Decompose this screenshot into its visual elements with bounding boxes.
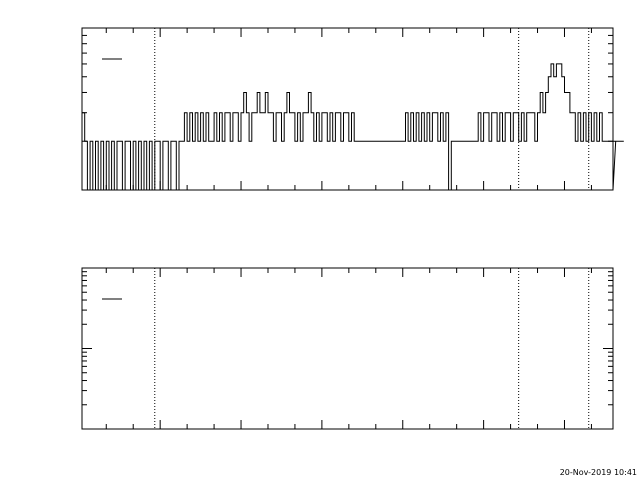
footer-timestamp: 20-Nov-2019 10:41 xyxy=(560,468,637,477)
plot-frame xyxy=(81,27,614,191)
series-line-1 xyxy=(82,63,624,191)
hi-channel-panel xyxy=(81,267,614,430)
plot-frame xyxy=(81,267,614,430)
lo-channel-panel xyxy=(81,27,624,191)
